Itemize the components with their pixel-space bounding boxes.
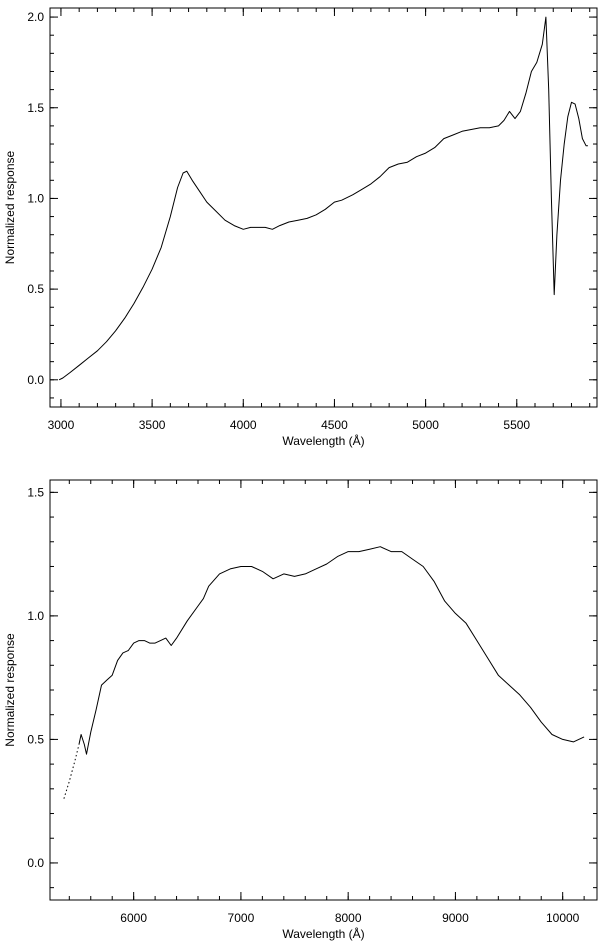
top-chart-panel: 3000 3500 4000 4500 5000 5500 0.0 0.5 1.0 1.5 2.0 W… [3, 7, 598, 448]
x-axis-label: Wavelength (Å) [282, 433, 364, 448]
y-tick-label: 1.0 [27, 609, 44, 623]
x-tick-label: 10000 [546, 911, 580, 925]
x-tick-label: 9000 [442, 911, 469, 925]
series-line [58, 16, 588, 381]
bottom-chart-panel: 6000 7000 8000 9000 10000 0.0 0.5 1.0 1.5 Wavelen… [3, 479, 598, 941]
y-tick-label: 1.5 [27, 485, 44, 499]
x-tick-label: 6000 [120, 911, 147, 925]
y-axis-label: Normalized response [3, 150, 17, 264]
x-tick-label: 4000 [230, 418, 257, 432]
x-axis-label: Wavelength (Å) [282, 926, 364, 941]
x-tick-label: 4500 [321, 418, 348, 432]
y-tick-label: 0.0 [27, 856, 44, 870]
y-tick-label: 0.0 [27, 373, 44, 387]
x-tick-label: 3500 [139, 418, 166, 432]
series-line [78, 546, 585, 755]
x-tick-label: 3000 [48, 418, 75, 432]
y-tick-label: 1.0 [27, 191, 44, 205]
x-tick-label: 8000 [335, 911, 362, 925]
plot-frame [49, 7, 598, 408]
y-axis-label: Normalized response [3, 633, 17, 747]
y-tick-label: 0.5 [27, 282, 44, 296]
x-tick-label: 5000 [412, 418, 439, 432]
x-tick-label: 7000 [228, 911, 255, 925]
y-tick-label: 0.5 [27, 732, 44, 746]
y-tick-label: 1.5 [27, 101, 44, 115]
series-line-dotted [63, 744, 80, 799]
y-tick-label: 2.0 [27, 10, 44, 24]
x-tick-label: 5500 [503, 418, 530, 432]
